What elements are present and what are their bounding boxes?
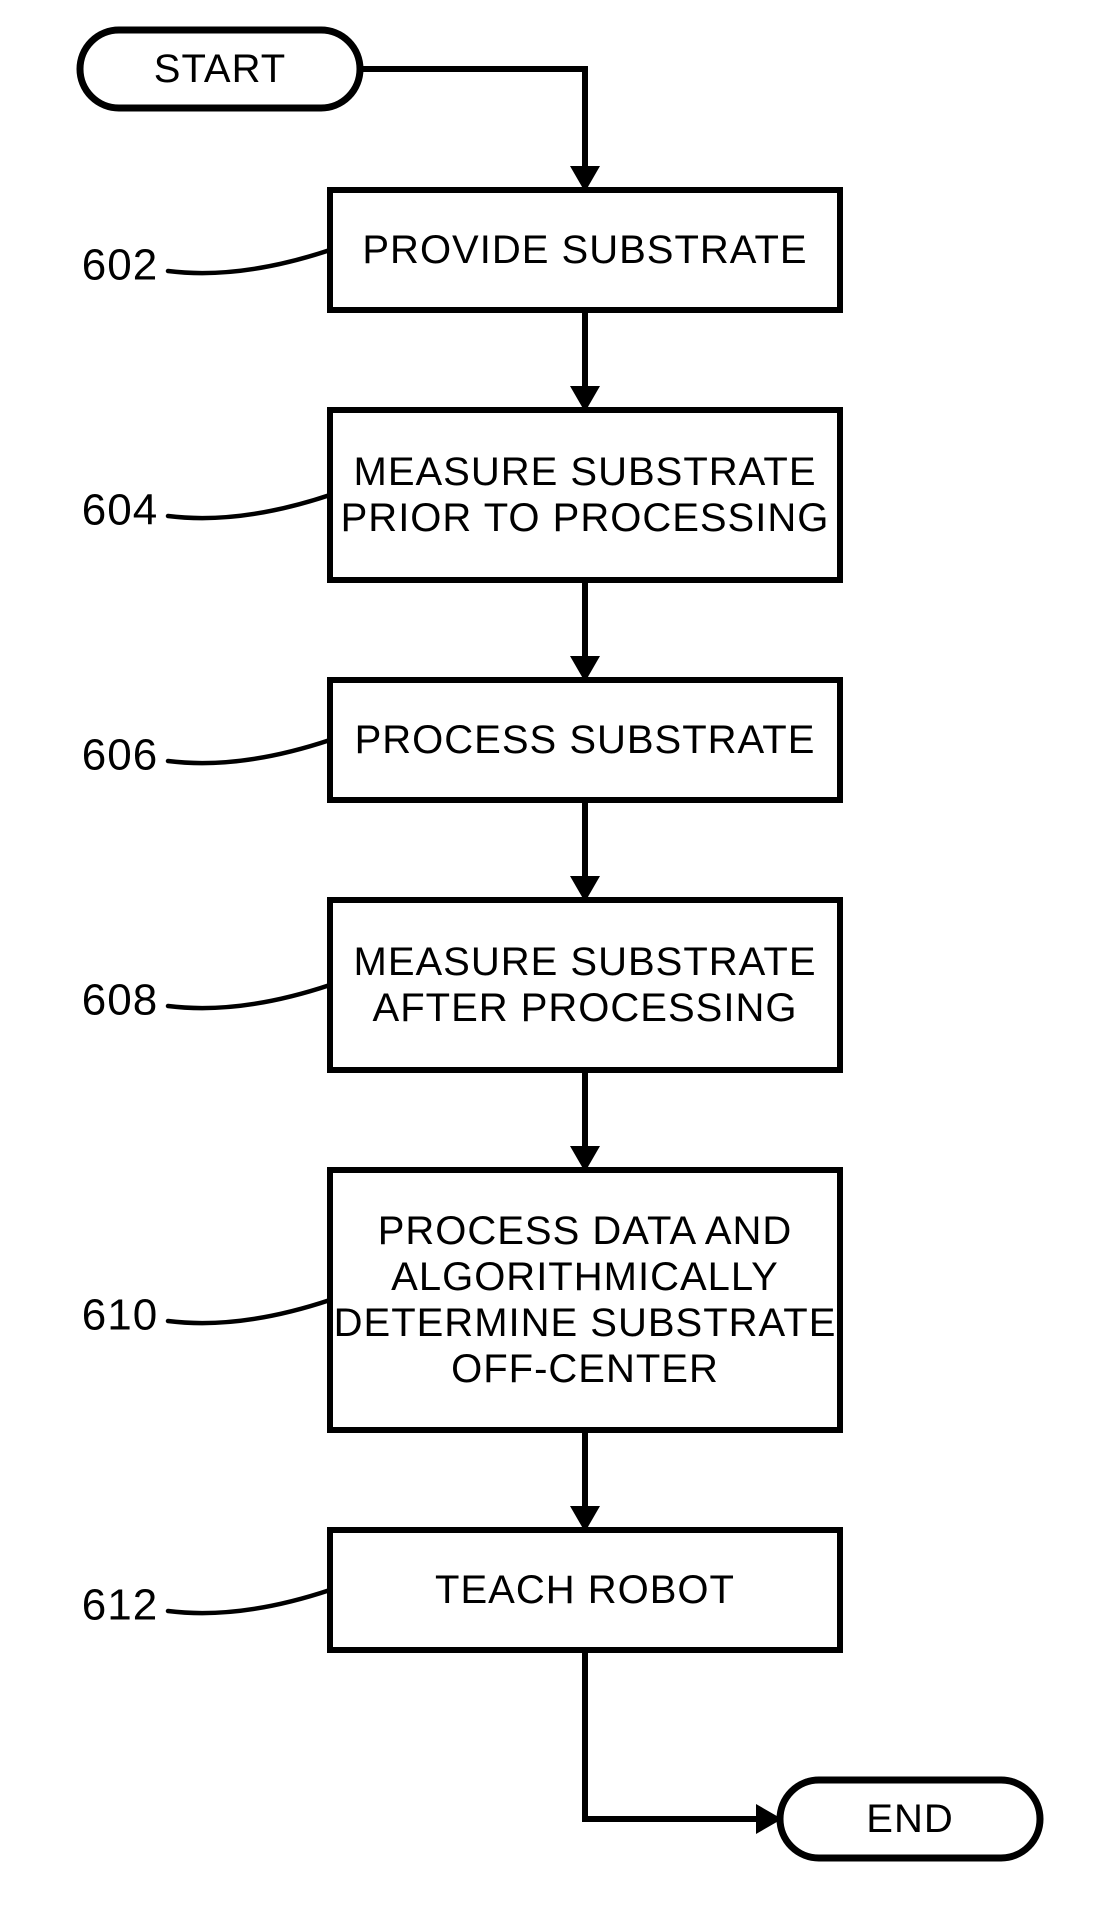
callout-leader-606 (168, 740, 330, 763)
callout-leader-608 (168, 985, 330, 1008)
step-label-608: MEASURE SUBSTRATEAFTER PROCESSING (354, 940, 817, 1030)
callout-leader-602 (168, 250, 330, 273)
callout-leader-612 (168, 1590, 330, 1613)
step-label-610: PROCESS DATA ANDALGORITHMICALLYDETERMINE… (334, 1209, 837, 1391)
callout-602: 602 (82, 241, 158, 290)
step-box-604 (330, 410, 840, 580)
callout-608: 608 (82, 976, 158, 1025)
connector (585, 1650, 780, 1819)
callout-610: 610 (82, 1291, 158, 1340)
callout-612: 612 (82, 1581, 158, 1630)
end-terminator-label: END (866, 1797, 953, 1841)
step-label-604: MEASURE SUBSTRATEPRIOR TO PROCESSING (341, 450, 830, 540)
start-terminator-label: START (154, 47, 286, 91)
callout-leader-604 (168, 495, 330, 518)
step-label-606: PROCESS SUBSTRATE (355, 718, 816, 762)
connector (360, 69, 585, 190)
step-box-608 (330, 900, 840, 1070)
step-label-602: PROVIDE SUBSTRATE (362, 228, 807, 272)
callout-606: 606 (82, 731, 158, 780)
flowchart-canvas: START END PROVIDE SUBSTRATE MEASURE SUBSTRA… (0, 0, 1106, 1920)
callout-604: 604 (82, 486, 158, 535)
callout-leader-610 (168, 1300, 330, 1323)
step-label-612: TEACH ROBOT (435, 1568, 735, 1612)
